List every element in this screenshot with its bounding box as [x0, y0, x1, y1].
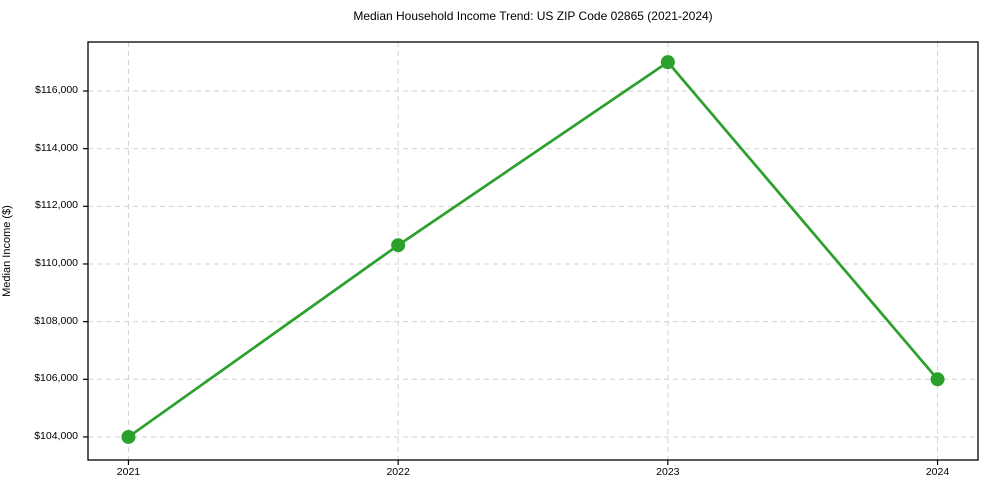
- y-tick-label: $108,000: [34, 314, 78, 327]
- y-tick-label: $110,000: [34, 256, 78, 269]
- y-tick-label: $104,000: [34, 429, 78, 442]
- x-tick-label: 2023: [656, 466, 680, 478]
- x-tick-label: 2022: [386, 466, 410, 478]
- data-point-marker: [391, 238, 406, 253]
- trend-line: [127, 60, 939, 439]
- plot-frame: [87, 41, 979, 461]
- y-tick-label: $112,000: [34, 199, 78, 212]
- x-tick-label: 2021: [116, 466, 141, 478]
- x-tick-label: 2024: [925, 466, 950, 478]
- y-tick-label: $106,000: [34, 372, 78, 385]
- data-point-marker: [121, 429, 136, 444]
- data-point-marker: [660, 55, 675, 70]
- y-tick-label: $116,000: [34, 84, 78, 96]
- data-point-marker: [930, 372, 945, 387]
- y-tick-label: $114,000: [34, 141, 78, 154]
- chart-title: Median Household Income Trend: US ZIP Co…: [353, 9, 713, 23]
